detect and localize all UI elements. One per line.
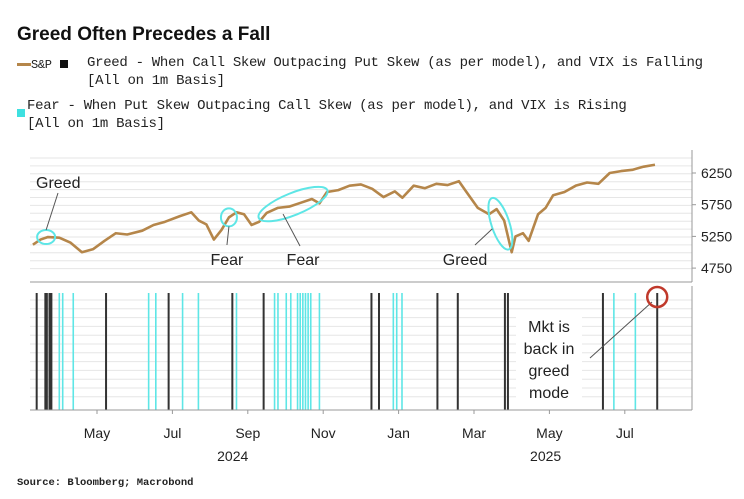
x-tick-label: May <box>536 425 562 441</box>
annotation-mkt-greed-line: greed <box>529 363 570 380</box>
annotation-pointer <box>45 192 59 231</box>
legend-sp: S&P <box>17 57 68 73</box>
fear-ellipse <box>257 185 329 223</box>
year-label: 2024 <box>217 448 248 464</box>
sp-series-line <box>32 163 656 254</box>
fear-swatch <box>17 104 25 122</box>
legend-sp-label: S&P <box>31 58 52 72</box>
year-label: 2025 <box>530 448 561 464</box>
annotation-pointer <box>589 301 653 359</box>
x-tick-label: Jul <box>163 425 181 441</box>
y-tick-label: 4750 <box>701 260 732 276</box>
x-tick-label: Nov <box>311 425 336 441</box>
legend-fear-line2: [All on 1m Basis] <box>27 116 165 132</box>
x-tick-label: Sep <box>235 425 260 441</box>
annotation-pointer <box>226 226 230 246</box>
greed-swatch <box>59 60 68 69</box>
y-tick-label: 5250 <box>701 228 732 244</box>
source-note: Source: Bloomberg; Macrobond <box>17 477 194 489</box>
chart-title: Greed Often Precedes a Fall <box>17 24 271 45</box>
annotation-mkt-greed-line: back in <box>524 341 575 358</box>
annotation-pointer <box>474 228 493 246</box>
legend-greed-line1: Greed - When Call Skew Outpacing Put Ske… <box>87 55 703 71</box>
y-tick-label: 6250 <box>701 165 732 181</box>
x-tick-label: Jul <box>616 425 634 441</box>
x-tick-label: Jan <box>387 425 410 441</box>
annotation-fear-label: Fear <box>210 252 244 269</box>
annotation-mkt-greed-line: mode <box>529 385 569 402</box>
highlight-circle <box>645 285 669 309</box>
annotation-greed-label: Greed <box>36 175 80 192</box>
annotation-pointer <box>282 213 301 247</box>
legend-fear-line1: Fear - When Put Skew Outpacing Call Skew… <box>27 98 627 114</box>
annotation-greed-label-2: Greed <box>443 252 487 269</box>
y-tick-label: 5750 <box>701 197 732 213</box>
annotation-fear-label-2: Fear <box>287 252 321 269</box>
sp-line-swatch <box>17 62 31 66</box>
x-tick-label: May <box>84 425 110 441</box>
x-tick-label: Mar <box>462 425 486 441</box>
annotation-mkt-greed-line: Mkt is <box>528 319 570 336</box>
legend-greed-line2: [All on 1m Basis] <box>87 73 225 89</box>
greed-ellipse <box>487 196 514 251</box>
annotation-box <box>516 313 582 405</box>
